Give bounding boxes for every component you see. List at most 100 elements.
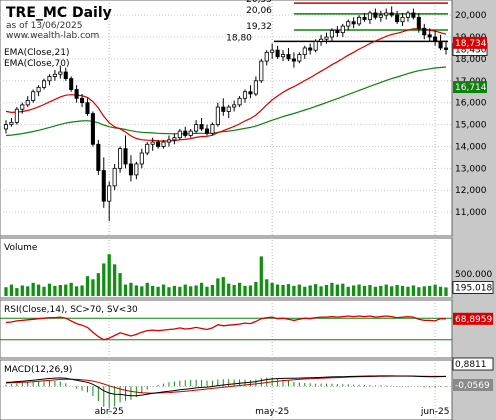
candle-body: [275, 49, 280, 58]
ema-lines: [5, 28, 447, 142]
candle-body: [188, 130, 193, 136]
volume-bar: [319, 286, 323, 296]
volume-bar: [167, 287, 171, 296]
candle-body: [36, 86, 41, 93]
candle-body: [438, 40, 443, 49]
candle-body: [145, 143, 150, 154]
rsi-last-tag-label: 68,8959: [455, 315, 492, 325]
price-tick-label: 15,000: [455, 121, 487, 131]
candle-body: [31, 91, 36, 101]
rsi-title: RSI(Close,14), SC>70, SV<30: [4, 305, 138, 315]
volume-bar: [47, 283, 52, 296]
level-label: 20,55: [246, 0, 272, 5]
volume-bar: [151, 285, 155, 296]
candle-body: [221, 106, 226, 112]
volume-bar: [113, 264, 117, 296]
price-axis-strip: [452, 0, 496, 420]
volume-bar: [368, 285, 372, 296]
candle-body: [150, 141, 155, 145]
candle-body: [69, 78, 74, 90]
candle-body: [226, 106, 231, 112]
price-last-tag-label: 18,430: [455, 45, 487, 55]
volume-bar: [210, 285, 215, 296]
price-tick-label: 18,000: [455, 55, 487, 65]
candle-body: [118, 148, 123, 169]
candle-body: [52, 73, 57, 77]
volume-bar: [194, 285, 198, 296]
candle-body: [422, 27, 427, 36]
axis-labels: abr-25may-25jun-2520,00019,00018,00017,0…: [95, 11, 494, 417]
volume-bar: [178, 286, 182, 296]
candle-body: [85, 102, 90, 115]
volume-bar: [346, 286, 350, 296]
volume-bar: [341, 283, 345, 296]
candle-body: [395, 14, 400, 23]
volume-bar: [281, 285, 285, 296]
volume-bar: [161, 284, 166, 296]
candle-body: [242, 91, 248, 99]
level-label: 20,06: [246, 6, 272, 16]
volume-bar: [140, 286, 144, 296]
candle-body: [411, 12, 416, 18]
candle-body: [308, 47, 313, 51]
price-last-tag-label: 16,714: [455, 83, 487, 93]
candle-body: [232, 104, 237, 108]
candle-body: [384, 12, 389, 16]
volume-bar: [4, 287, 8, 296]
volume-bar: [74, 286, 79, 296]
candle-body: [9, 121, 14, 125]
candle-body: [319, 38, 324, 42]
volume-bar: [91, 279, 95, 296]
candle-body: [90, 113, 95, 145]
ema70-line: [5, 66, 447, 137]
volume-bar: [384, 284, 388, 296]
candle-body: [210, 124, 215, 134]
volume-bar: [58, 285, 62, 296]
volume-bar: [172, 285, 177, 296]
volume-bar: [216, 278, 220, 296]
candle-body: [237, 97, 242, 106]
candle-body: [177, 130, 182, 139]
volume-bar: [156, 286, 160, 296]
price-tick-label: 14,000: [455, 142, 487, 152]
volume-bar: [357, 284, 361, 296]
asof-date: as of 13/06/2025: [6, 21, 82, 31]
price-last-tag: [453, 36, 487, 49]
candle-body: [74, 89, 79, 99]
volume-bar: [330, 282, 334, 296]
candle-body: [427, 34, 432, 38]
rsi-lines: [0, 315, 452, 341]
volume-bar: [221, 277, 225, 296]
candle-body: [259, 60, 264, 82]
candle-body: [373, 12, 378, 18]
x-tick-label: abr-25: [95, 407, 124, 417]
candle-body: [107, 185, 112, 202]
volume-bar: [292, 285, 296, 296]
volume-bar: [373, 286, 378, 296]
volume-bar: [31, 282, 35, 296]
volume-bar: [26, 286, 30, 296]
candle-body: [20, 104, 25, 110]
candle-body: [172, 137, 177, 141]
volume-bar: [145, 282, 149, 296]
candle-body: [139, 152, 144, 165]
volume-bar: [36, 284, 41, 296]
volume-last-tag-label: 195.018: [455, 283, 492, 293]
candle-body: [101, 170, 106, 202]
volume-bar: [243, 285, 247, 296]
volume-bar: [379, 285, 383, 296]
candle-body: [3, 124, 9, 130]
candlesticks: [3, 6, 449, 221]
rsi-pane: [0, 299, 453, 359]
volume-bar: [42, 286, 46, 296]
volume-bar: [9, 284, 14, 296]
volume-bar: [275, 284, 280, 296]
volume-bar: [189, 286, 193, 296]
volume-bar: [428, 285, 432, 296]
volume-bar: [134, 285, 138, 296]
candle-body: [204, 128, 210, 134]
volume-bar: [411, 285, 416, 296]
level-label: 18,80: [226, 33, 252, 43]
